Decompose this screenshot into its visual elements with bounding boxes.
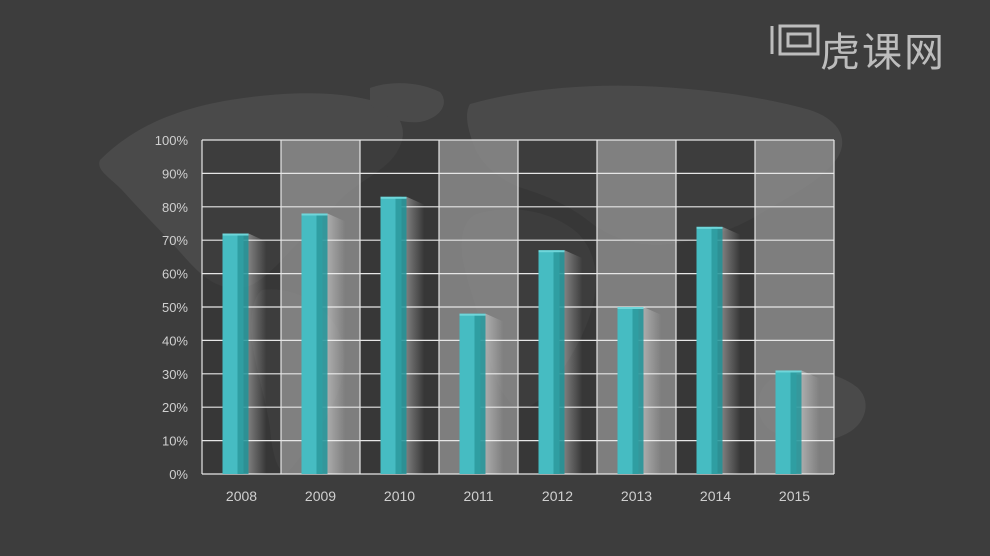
bar-side [632, 307, 644, 474]
bar-top [696, 226, 723, 229]
bar-shadow [327, 213, 346, 475]
bar-top [775, 370, 802, 373]
bar-side [316, 213, 328, 475]
bar-top [380, 196, 407, 199]
bar-side [237, 233, 249, 474]
bar-top [617, 307, 644, 309]
logo-icon [770, 24, 820, 56]
x-tick-label: 2009 [305, 488, 336, 504]
bar-shadow [485, 313, 504, 474]
bar-shadow [248, 233, 267, 474]
bar-shadow [406, 196, 425, 474]
bar-side [790, 370, 802, 474]
x-tick-label: 2013 [621, 488, 652, 504]
plot-area: 0% 10% 20% 30% 40% 50% 60% 70% 80% 90% 100% 2008 200… [155, 133, 835, 504]
bar-shadow [801, 370, 820, 474]
x-tick-label: 2011 [463, 488, 493, 504]
y-tick-label: 60% [162, 267, 188, 282]
y-tick-label: 80% [162, 200, 188, 215]
x-tick-label: 2012 [542, 488, 573, 504]
bar-side [474, 313, 486, 474]
y-tick-label: 70% [162, 233, 188, 248]
bar-top [538, 250, 565, 253]
y-tick-label: 10% [162, 434, 188, 449]
greenland-shape [370, 83, 444, 123]
y-tick-label: 50% [162, 300, 188, 315]
bar-side [711, 226, 723, 474]
bar-side [553, 250, 565, 474]
y-tick-label: 20% [162, 400, 188, 415]
watermark-text: 虎课网 [820, 30, 946, 76]
y-tick-label: 0% [169, 467, 188, 482]
x-tick-label: 2010 [384, 488, 415, 504]
bar-shadow [643, 307, 662, 474]
bar-side [395, 196, 407, 474]
bar-shadow [722, 226, 741, 474]
x-tick-label: 2014 [700, 488, 731, 504]
bar-shadow [564, 250, 583, 474]
y-tick-label: 30% [162, 367, 188, 382]
x-tick-label: 2008 [226, 488, 257, 504]
y-tick-label: 100% [155, 133, 189, 148]
y-tick-label: 40% [162, 333, 188, 348]
bar-top [459, 313, 486, 316]
bar-top [222, 233, 249, 236]
watermark-logo [770, 24, 820, 56]
y-tick-label: 90% [162, 166, 188, 181]
x-tick-label: 2015 [779, 488, 810, 504]
bar-top [301, 213, 328, 216]
